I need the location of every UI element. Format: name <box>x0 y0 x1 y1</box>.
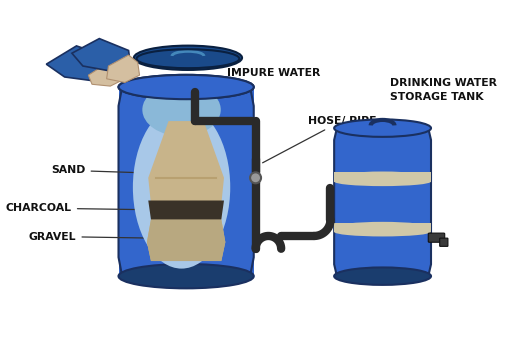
Text: GRAVEL: GRAVEL <box>29 232 164 241</box>
FancyBboxPatch shape <box>118 87 254 276</box>
Polygon shape <box>334 128 431 276</box>
Ellipse shape <box>334 222 431 233</box>
Ellipse shape <box>134 46 242 70</box>
Ellipse shape <box>133 106 230 269</box>
Text: SAND: SAND <box>51 165 178 175</box>
FancyBboxPatch shape <box>428 233 445 242</box>
Circle shape <box>250 172 261 183</box>
FancyBboxPatch shape <box>334 172 431 182</box>
Ellipse shape <box>118 75 254 99</box>
Text: CHARCOAL: CHARCOAL <box>6 203 164 213</box>
Text: HOSE/ PIPE: HOSE/ PIPE <box>263 116 376 163</box>
Polygon shape <box>72 39 131 72</box>
Ellipse shape <box>118 75 254 99</box>
Polygon shape <box>106 55 140 83</box>
Polygon shape <box>123 75 180 95</box>
Polygon shape <box>89 62 125 86</box>
Ellipse shape <box>334 119 431 137</box>
FancyBboxPatch shape <box>334 223 431 232</box>
Ellipse shape <box>334 177 431 186</box>
Polygon shape <box>147 121 225 261</box>
Text: IMPURE WATER: IMPURE WATER <box>170 68 321 88</box>
Ellipse shape <box>334 227 431 236</box>
Ellipse shape <box>118 264 254 288</box>
Polygon shape <box>118 87 254 276</box>
Ellipse shape <box>142 83 221 136</box>
Text: DRINKING WATER
STORAGE TANK: DRINKING WATER STORAGE TANK <box>390 78 497 102</box>
Polygon shape <box>148 201 224 219</box>
Ellipse shape <box>334 267 431 285</box>
Polygon shape <box>147 219 225 261</box>
Polygon shape <box>46 46 110 80</box>
FancyBboxPatch shape <box>440 238 448 246</box>
Ellipse shape <box>334 172 431 182</box>
